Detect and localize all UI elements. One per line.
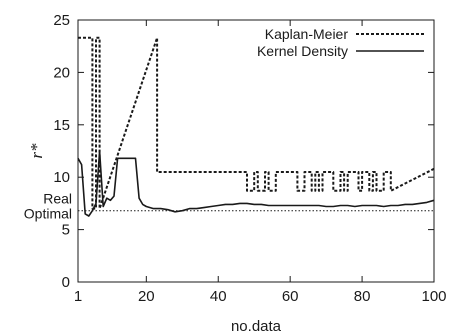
x-tick-label: 80 [354, 288, 371, 305]
legend-label-kernel-density: Kernel Density [257, 43, 348, 59]
real-optimal-label-optimal: Optimal [24, 206, 72, 222]
y-axis-label: r* [27, 143, 46, 159]
series-line-kernel-density [77, 150, 435, 217]
x-axis-label: no.data [231, 318, 282, 334]
legend-label-kaplan-meier: Kaplan-Meier [265, 26, 349, 42]
x-tick-label: 100 [421, 288, 446, 305]
x-tick-label: 20 [138, 288, 155, 305]
x-tick-label: 40 [210, 288, 227, 305]
plot-frame [77, 19, 435, 283]
series-group [77, 36, 435, 217]
y-axis-ticks: 0 5 10 15 20 25 [53, 12, 434, 291]
y-tick-label: 20 [53, 64, 70, 81]
real-optimal-label: Real [43, 191, 72, 207]
x-axis-ticks: 1 20 40 60 80 100 [74, 20, 447, 305]
x-tick-label: 60 [282, 288, 299, 305]
y-tick-label: 10 [53, 169, 70, 186]
y-tick-label: 15 [53, 117, 70, 134]
x-tick-label: 1 [74, 288, 82, 305]
y-tick-label: 25 [53, 12, 70, 29]
y-tick-label: 0 [62, 274, 70, 291]
series-line-kaplan-meier [78, 36, 435, 210]
y-tick-label: 5 [62, 222, 70, 239]
legend: Kaplan-Meier Kernel Density [257, 26, 424, 59]
